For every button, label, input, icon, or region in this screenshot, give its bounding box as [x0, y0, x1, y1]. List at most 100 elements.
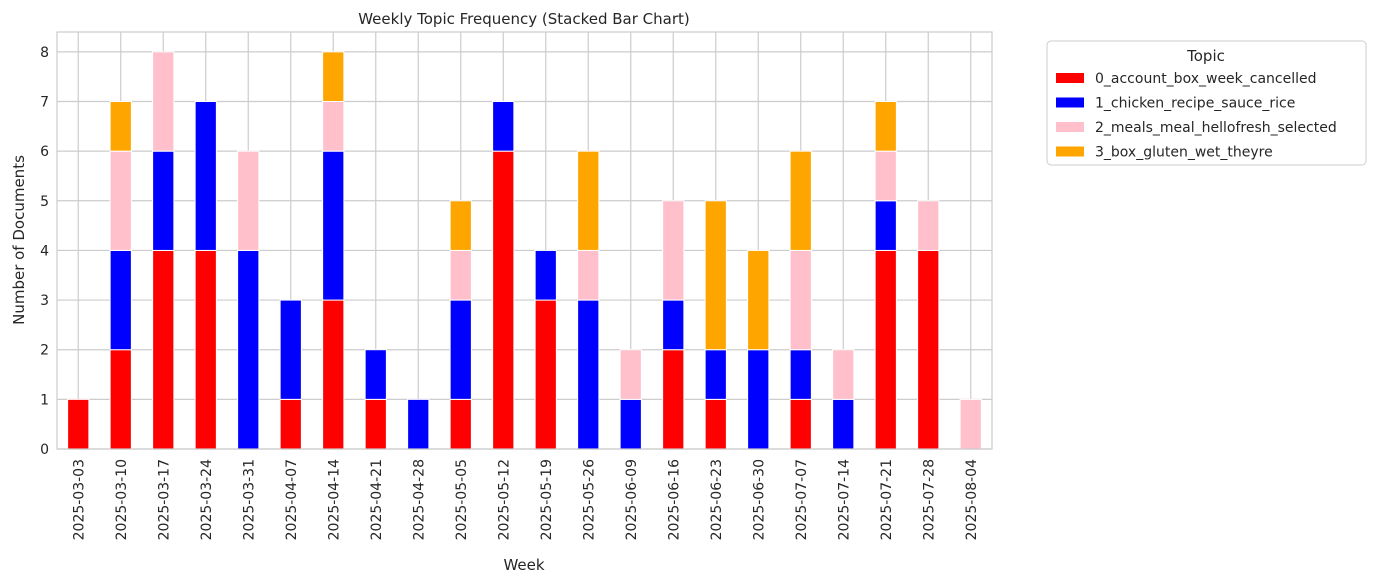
legend-label: 2_meals_meal_hellofresh_selected: [1095, 120, 1337, 136]
x-tick-label: 2025-04-21: [369, 459, 385, 540]
bar-segment: [747, 249, 770, 351]
bar-segment: [449, 200, 472, 251]
x-tick-label: 2025-03-17: [156, 459, 172, 540]
x-tick-label: 2025-06-30: [751, 459, 767, 540]
x-tick-label: 2025-06-23: [709, 459, 725, 540]
bar-segment: [152, 249, 175, 450]
x-tick-label: 2025-03-10: [114, 459, 130, 540]
y-tick-label: 6: [40, 144, 49, 160]
bar-segment: [109, 150, 132, 251]
bar-segment: [492, 101, 515, 152]
x-tick-label: 2025-03-24: [199, 459, 215, 540]
x-tick-label: 2025-05-05: [454, 459, 470, 540]
bar-segment: [874, 249, 897, 450]
x-tick-label: 2025-07-21: [879, 459, 895, 540]
y-tick-label: 4: [40, 243, 49, 259]
legend-swatch: [1056, 146, 1084, 157]
y-tick-label: 7: [40, 95, 49, 111]
legend: Topic 0_account_box_week_cancelled 1_chic…: [1046, 40, 1367, 166]
bar-segment: [194, 249, 217, 450]
bar-segment: [704, 200, 727, 351]
x-tick-label: 2025-07-28: [921, 459, 937, 540]
bar-segment: [449, 299, 472, 400]
x-tick-label: 2025-03-03: [71, 459, 87, 540]
bar-segment: [322, 51, 345, 102]
y-tick-label: 1: [40, 392, 49, 408]
bar-segment: [109, 101, 132, 152]
x-tick-label: 2025-06-09: [624, 459, 640, 540]
legend-label: 0_account_box_week_cancelled: [1095, 71, 1317, 87]
bar-segment: [152, 150, 175, 251]
bar-segment: [662, 299, 685, 351]
plot-frame: [56, 31, 993, 450]
bar-segment: [747, 349, 770, 450]
y-tick-label: 5: [40, 194, 49, 210]
x-tick-label: 2025-05-12: [496, 459, 512, 540]
bar-segment: [789, 349, 812, 400]
x-tick-label: 2025-06-16: [666, 459, 682, 540]
bar-segment: [322, 101, 345, 152]
bar-segment: [874, 101, 897, 152]
bar-segment: [194, 101, 217, 251]
bar-segment: [449, 249, 472, 301]
bar-segment: [577, 249, 600, 301]
bar-segment: [917, 249, 940, 450]
x-tick-label: 2025-07-07: [794, 459, 810, 540]
bar-segment: [832, 349, 855, 400]
bar-segment: [109, 249, 132, 351]
x-tick-label: 2025-05-19: [539, 459, 555, 540]
bar-segment: [704, 398, 727, 450]
bar-segment: [109, 349, 132, 450]
x-tick-label: 2025-03-31: [241, 459, 257, 540]
x-tick-label: 2025-04-28: [411, 459, 427, 540]
bar-segment: [662, 349, 685, 450]
bar-segment: [279, 299, 302, 400]
bar-segment: [917, 200, 940, 251]
bar-segment: [704, 349, 727, 400]
y-tick-label: 3: [40, 293, 49, 309]
bar-segment: [832, 398, 855, 450]
bar-segment: [67, 398, 90, 450]
bar-segment: [534, 249, 557, 301]
bar-segment: [152, 51, 175, 152]
bar-segment: [874, 200, 897, 251]
legend-title: Topic: [1186, 47, 1225, 65]
x-tick-label: 2025-08-04: [964, 459, 980, 540]
legend-label: 3_box_gluten_wet_theyre: [1095, 145, 1273, 161]
bar-segment: [619, 398, 642, 450]
bar-segment: [619, 349, 642, 400]
bar-segment: [874, 150, 897, 202]
legend-frame: [1046, 40, 1367, 166]
y-tick-label: 8: [40, 45, 49, 61]
bar-segment: [279, 398, 302, 450]
bar-segment: [449, 398, 472, 450]
y-axis-label: Number of Documents: [10, 155, 28, 325]
bar-segment: [364, 349, 387, 400]
bar-segment: [577, 299, 600, 450]
x-tick-label: 2025-04-14: [326, 459, 342, 540]
bar-segment: [364, 398, 387, 450]
bar-segment: [959, 398, 982, 450]
x-tick-label: 2025-05-26: [581, 459, 597, 540]
bar-segment: [237, 150, 260, 251]
legend-label: 1_chicken_recipe_sauce_rice: [1095, 96, 1295, 112]
bar-segment: [577, 150, 600, 251]
y-tick-label: 2: [40, 343, 49, 359]
bar-segment: [534, 299, 557, 450]
bar-segment: [407, 398, 430, 450]
x-axis-label: Week: [503, 556, 544, 574]
bar-segment: [662, 200, 685, 301]
x-tick-label: 2025-07-14: [836, 459, 852, 540]
chart-title: Weekly Topic Frequency (Stacked Bar Char…: [358, 10, 690, 28]
bar-segment: [322, 299, 345, 450]
bar-segment: [789, 398, 812, 450]
bar-segment: [789, 150, 812, 251]
y-tick-label: 0: [40, 442, 49, 458]
bar-segment: [789, 249, 812, 351]
legend-swatch: [1056, 73, 1084, 83]
bar-segment: [322, 150, 345, 301]
x-tick-label: 2025-04-07: [284, 459, 300, 540]
legend-swatch: [1056, 122, 1084, 132]
